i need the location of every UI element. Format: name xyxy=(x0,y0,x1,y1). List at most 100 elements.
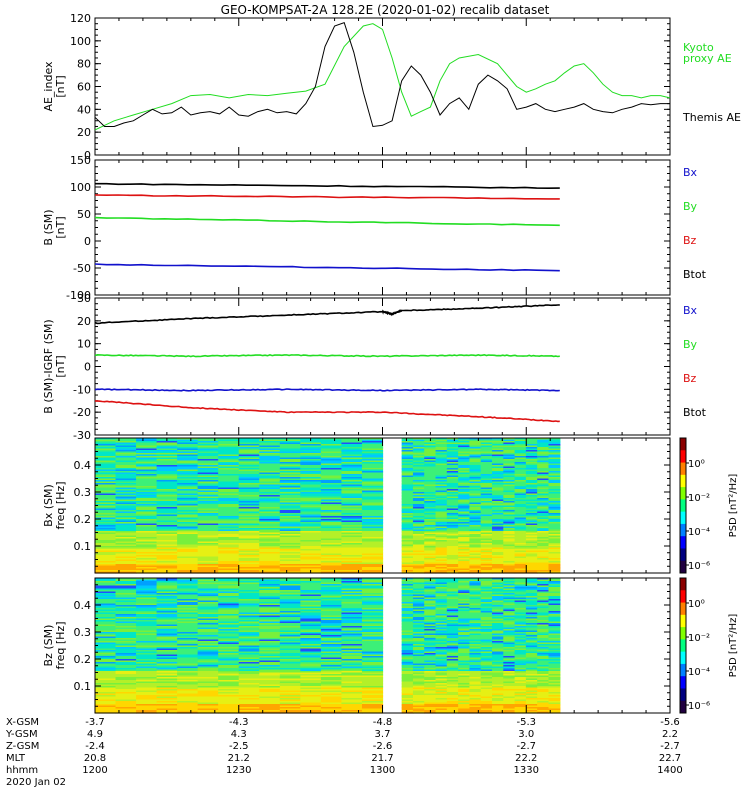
y-tick-label: 50 xyxy=(77,208,91,221)
spectrogram-cell xyxy=(412,562,425,565)
spectrogram-cell xyxy=(259,552,281,555)
spectrogram-cell xyxy=(424,558,437,561)
spectrogram-cell xyxy=(480,645,493,648)
spectrogram-cell xyxy=(218,496,240,499)
spectrogram-cell xyxy=(115,590,137,593)
spectrogram-cell xyxy=(469,553,482,556)
spectrogram-cell xyxy=(95,504,117,507)
spectrogram-cell xyxy=(341,596,363,599)
spectrogram-cell xyxy=(361,672,384,675)
spectrogram-cell xyxy=(458,669,471,672)
spectrogram-cell xyxy=(492,457,504,460)
spectrogram-cell xyxy=(503,540,516,543)
spectrogram-cell xyxy=(435,487,448,490)
spectrogram-cell xyxy=(238,669,260,672)
spectrogram-cell xyxy=(412,626,425,629)
spectrogram-cell xyxy=(279,457,301,460)
spectrogram-cell xyxy=(361,472,384,475)
spectrogram-cell xyxy=(424,553,437,556)
spectrogram-cell xyxy=(412,699,425,702)
spectrogram-cell xyxy=(115,499,137,502)
spectrogram-cell xyxy=(320,677,343,680)
spectrogram-cell xyxy=(514,508,527,511)
spectrogram-cell xyxy=(412,587,425,590)
spectrogram-cell xyxy=(177,666,199,669)
spectrogram-cell xyxy=(320,490,343,493)
spectrogram-cell xyxy=(238,671,260,674)
spectrogram-cell xyxy=(300,617,322,620)
spectrogram-cell xyxy=(503,501,516,504)
spectrogram-cell xyxy=(197,687,219,690)
spectrogram-cell xyxy=(197,535,219,538)
spectrogram-cell xyxy=(492,514,504,517)
spectrogram-cell xyxy=(412,505,425,508)
spectrogram-cell xyxy=(115,704,137,707)
spectrogram-cell xyxy=(300,638,322,641)
spectrogram-cell xyxy=(156,532,178,535)
spectrogram-cell xyxy=(458,528,471,531)
spectrogram-cell xyxy=(218,523,240,526)
spectrogram-cell xyxy=(156,442,178,445)
spectrogram-cell xyxy=(503,523,516,526)
spectrogram-cell xyxy=(458,641,471,644)
spectrogram-cell xyxy=(424,626,437,629)
spectrogram-cell xyxy=(218,683,240,686)
spectrogram-cell xyxy=(469,675,482,678)
spectrogram-cell xyxy=(95,537,117,540)
spectrogram-cell xyxy=(156,490,178,493)
spectrogram-cell xyxy=(177,656,199,659)
spectrogram-cell xyxy=(412,663,425,666)
spectrogram-cell xyxy=(300,537,322,540)
spectrogram-cell xyxy=(412,633,425,636)
spectrogram-cell xyxy=(136,520,158,523)
spectrogram-cell xyxy=(480,448,493,451)
spectrogram-cell xyxy=(458,469,471,472)
spectrogram-cell xyxy=(177,602,199,605)
spectrogram-cell xyxy=(95,617,117,620)
spectrogram-cell xyxy=(525,553,538,556)
spectrogram-cell xyxy=(412,629,425,632)
spectrogram-cell xyxy=(469,600,482,603)
spectrogram-cell xyxy=(341,523,363,526)
spectrogram-cell xyxy=(435,472,448,475)
spectrogram-cell xyxy=(480,562,493,565)
spectrogram-cell xyxy=(136,686,158,689)
spectrogram-cell xyxy=(446,657,459,660)
spectrogram-cell xyxy=(469,484,482,487)
spectrogram-cell xyxy=(401,645,414,648)
spectrogram-cell xyxy=(480,465,493,468)
spectrogram-cell xyxy=(469,590,482,593)
series-line-bz xyxy=(94,194,560,200)
spectrogram-cell xyxy=(548,504,561,507)
spectrogram-cell xyxy=(341,445,363,448)
spectrogram-cell xyxy=(537,450,550,453)
spectrogram-cell xyxy=(300,448,322,451)
spectrogram-cell xyxy=(514,495,527,498)
spectrogram-cell xyxy=(177,662,199,665)
spectrogram-cell xyxy=(446,505,459,508)
spectrogram-cell xyxy=(197,478,219,481)
spectrogram-cell xyxy=(259,553,281,556)
spectrogram-cell xyxy=(197,701,219,704)
spectrogram-cell xyxy=(412,639,425,642)
spectrogram-cell xyxy=(320,642,343,645)
spectrogram-cell xyxy=(412,659,425,662)
spectrogram-cell xyxy=(115,587,137,590)
spectrogram-cell xyxy=(446,439,459,442)
spectrogram-cell xyxy=(401,689,414,692)
spectrogram-cell xyxy=(401,462,414,465)
spectrogram-cell xyxy=(279,507,301,510)
spectrogram-cell xyxy=(259,462,281,465)
spectrogram-cell xyxy=(514,451,527,454)
spectrogram-cell xyxy=(446,663,459,666)
spectrogram-cell xyxy=(492,553,504,556)
spectrogram-cell xyxy=(341,618,363,621)
spectrogram-cell xyxy=(446,550,459,553)
spectrogram-cell xyxy=(115,638,137,641)
spectrogram-cell xyxy=(503,510,516,513)
spectrogram-cell xyxy=(361,481,384,484)
spectrogram-cell xyxy=(469,693,482,696)
spectrogram-cell xyxy=(238,525,260,528)
spectrogram-cell xyxy=(412,442,425,445)
spectrogram-cell xyxy=(435,695,448,698)
